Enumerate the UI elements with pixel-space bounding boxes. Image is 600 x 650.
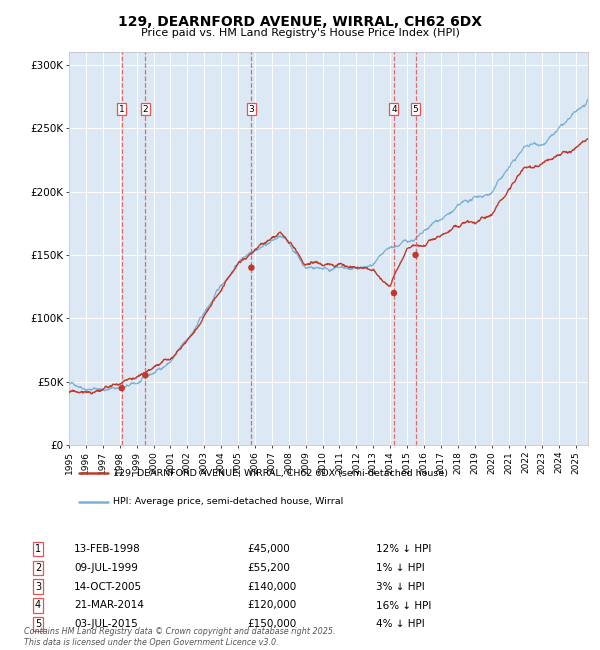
Text: Price paid vs. HM Land Registry's House Price Index (HPI): Price paid vs. HM Land Registry's House … (140, 28, 460, 38)
Text: 13-FEB-1998: 13-FEB-1998 (74, 544, 141, 554)
Text: 4: 4 (35, 601, 41, 610)
Text: 1% ↓ HPI: 1% ↓ HPI (376, 563, 424, 573)
Text: 3% ↓ HPI: 3% ↓ HPI (376, 582, 424, 592)
Text: 3: 3 (35, 582, 41, 592)
Text: 4: 4 (391, 105, 397, 114)
Text: 4% ↓ HPI: 4% ↓ HPI (376, 619, 424, 629)
Text: £150,000: £150,000 (247, 619, 296, 629)
Text: £120,000: £120,000 (247, 601, 296, 610)
Text: 2: 2 (143, 105, 148, 114)
Text: 2: 2 (35, 563, 41, 573)
Text: £45,000: £45,000 (247, 544, 290, 554)
Text: 12% ↓ HPI: 12% ↓ HPI (376, 544, 431, 554)
Text: 1: 1 (119, 105, 125, 114)
Text: 21-MAR-2014: 21-MAR-2014 (74, 601, 144, 610)
Text: 03-JUL-2015: 03-JUL-2015 (74, 619, 138, 629)
Text: 09-JUL-1999: 09-JUL-1999 (74, 563, 138, 573)
Text: 129, DEARNFORD AVENUE, WIRRAL, CH62 6DX (semi-detached house): 129, DEARNFORD AVENUE, WIRRAL, CH62 6DX … (113, 469, 448, 478)
Text: 1: 1 (35, 544, 41, 554)
Text: 5: 5 (413, 105, 418, 114)
Text: £140,000: £140,000 (247, 582, 296, 592)
Text: 14-OCT-2005: 14-OCT-2005 (74, 582, 142, 592)
Text: HPI: Average price, semi-detached house, Wirral: HPI: Average price, semi-detached house,… (113, 497, 343, 506)
Point (117, 383, 127, 393)
Point (389, 288, 399, 298)
Text: 3: 3 (248, 105, 254, 114)
Point (247, 263, 256, 273)
Point (411, 250, 421, 260)
Text: 129, DEARNFORD AVENUE, WIRRAL, CH62 6DX: 129, DEARNFORD AVENUE, WIRRAL, CH62 6DX (118, 15, 482, 29)
Point (140, 370, 150, 380)
Text: 5: 5 (35, 619, 41, 629)
Text: Contains HM Land Registry data © Crown copyright and database right 2025.
This d: Contains HM Land Registry data © Crown c… (24, 627, 335, 647)
Text: £55,200: £55,200 (247, 563, 290, 573)
Text: 16% ↓ HPI: 16% ↓ HPI (376, 601, 431, 610)
